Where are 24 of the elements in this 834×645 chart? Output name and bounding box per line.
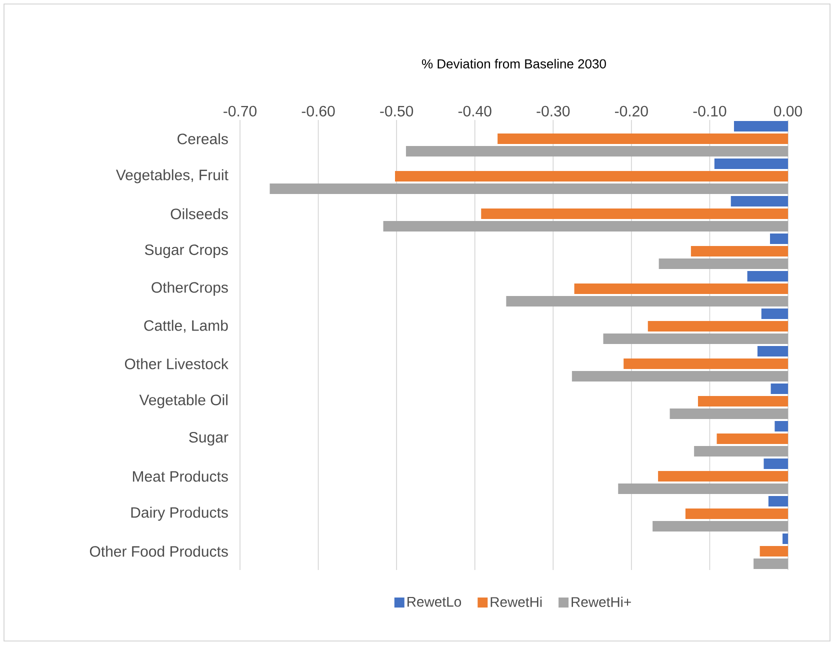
legend-label: RewetHi+ — [572, 596, 631, 607]
y-tick-label: Vegetable Oil — [139, 394, 228, 408]
y-tick-label: Vegetables, Fruit — [116, 169, 228, 184]
y-tick-label: Other Food Products — [90, 546, 228, 557]
y-tick-label: Dairy Products — [131, 506, 228, 521]
x-tick-label: -0.30 — [536, 106, 570, 116]
x-tick-label: -0.40 — [458, 106, 492, 116]
x-tick-label: -0.50 — [380, 106, 414, 116]
y-tick-label: Oilseeds — [170, 208, 228, 220]
y-tick-label: Cattle, Lamb — [144, 320, 228, 333]
chart-title: % Deviation from Baseline 2030 — [422, 58, 606, 68]
x-tick-label: -0.70 — [224, 106, 256, 116]
legend-label: RewetHi — [490, 596, 542, 607]
y-tick-label: Meat Products — [132, 470, 228, 482]
y-tick-label: Other Livestock — [124, 358, 228, 370]
y-tick-label: Cereals — [178, 133, 228, 144]
y-tick-label: OtherCrops — [152, 282, 228, 296]
y-tick-label: Sugar Crops — [144, 244, 228, 258]
x-tick-label: 0.00 — [774, 106, 802, 116]
x-tick-label: -0.10 — [693, 106, 726, 116]
y-tick-label: Sugar — [189, 432, 228, 446]
x-tick-label: -0.60 — [302, 106, 335, 116]
legend-label: RewetLo — [408, 596, 462, 607]
x-tick-label: -0.20 — [615, 106, 648, 116]
